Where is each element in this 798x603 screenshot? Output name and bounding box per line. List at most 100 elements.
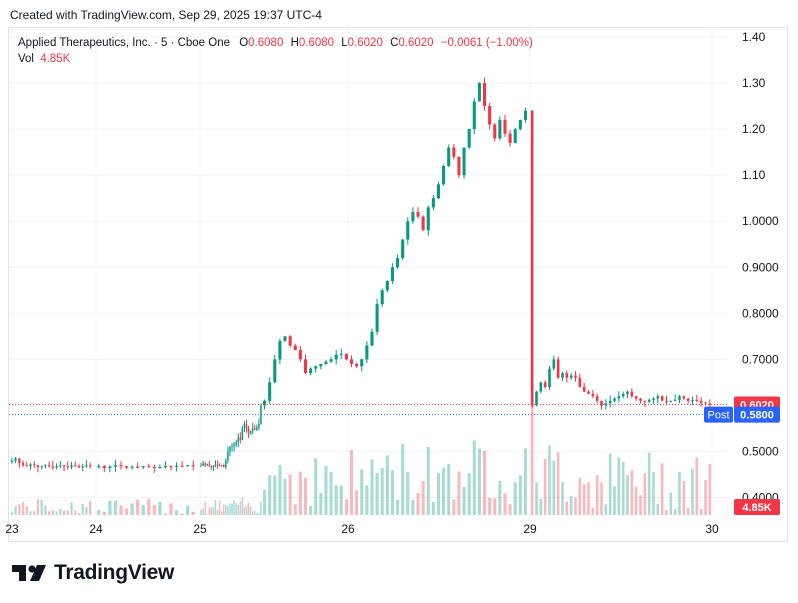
legend-high-label: H: [290, 37, 299, 49]
volume-bar: [660, 463, 664, 515]
volume-bar: [652, 472, 655, 515]
volume-bar: [119, 505, 123, 515]
created-with-text: Created with TradingView.com, Sep 29, 20…: [10, 8, 322, 22]
candle-body: [225, 460, 227, 468]
candle-body: [447, 147, 451, 166]
volume-bar: [390, 470, 394, 515]
candle-body: [55, 466, 58, 468]
volume-bar: [665, 509, 668, 515]
chart-frame[interactable]: [8, 27, 788, 542]
volume-bar: [245, 505, 248, 515]
volume-bar: [442, 467, 446, 515]
y-tick-label: 0.8000: [742, 306, 779, 320]
volume-bar: [235, 503, 237, 515]
legend-symbol: Applied Therapeutics, Inc. · 5 · Cboe On…: [18, 37, 231, 49]
chart-legend: Applied Therapeutics, Inc. · 5 · Cboe On…: [18, 35, 533, 67]
volume-bar: [630, 470, 634, 515]
candle-body: [229, 446, 231, 452]
legend-high-value: 0.6080: [298, 37, 335, 49]
candle-body: [634, 396, 638, 399]
volume-bar: [169, 503, 173, 515]
volume-bar: [233, 500, 235, 515]
candle-body: [375, 304, 379, 332]
candle-body: [74, 465, 77, 467]
volume-bar: [202, 508, 204, 515]
volume-bar: [208, 507, 211, 515]
candle-body: [699, 400, 703, 403]
volume-bar: [699, 508, 703, 515]
volume-bar: [51, 510, 54, 515]
post-tag: [704, 406, 733, 423]
volume-bar: [488, 497, 492, 515]
volume-bar: [401, 443, 405, 515]
candle-body: [141, 466, 145, 468]
candle-body: [604, 403, 608, 406]
volume-bar: [656, 503, 660, 515]
volume-bar: [74, 510, 77, 515]
volume-bar: [70, 502, 73, 515]
candle-body: [442, 165, 446, 185]
legend-open-value: 0.6080: [248, 37, 284, 49]
candle-body: [390, 267, 394, 282]
volume-bar: [669, 492, 673, 515]
volume-bar: [293, 504, 297, 515]
tradingview-logo-icon: [12, 565, 46, 581]
candle-body: [258, 423, 260, 428]
volume-bar: [191, 511, 195, 515]
volume-bar: [44, 505, 47, 515]
candle-body: [561, 373, 564, 378]
candle-body: [241, 428, 244, 440]
volume-bar: [204, 501, 206, 515]
candle-body: [124, 466, 129, 468]
candle-body: [639, 398, 642, 401]
legend-ohlc-row: Applied Therapeutics, Inc. · 5 · Cboe On…: [18, 35, 533, 51]
volume-bar: [229, 503, 231, 515]
candle-body: [81, 466, 84, 468]
x-tick-label: 30: [705, 522, 719, 536]
candle-body: [51, 466, 54, 468]
volume-bar: [10, 512, 13, 515]
candle-body: [62, 465, 66, 467]
candle-body: [223, 465, 225, 468]
volume-bar: [565, 501, 569, 515]
volume-bar: [163, 513, 168, 515]
volume-bar: [309, 506, 313, 515]
volume-bar: [365, 485, 369, 515]
volume-bar: [595, 475, 599, 515]
volume-bar: [124, 508, 129, 515]
candle-body: [482, 83, 487, 107]
volume-bar: [349, 450, 354, 515]
candle-body: [370, 331, 374, 346]
volume-bar: [587, 482, 590, 515]
candle-body: [245, 423, 248, 429]
candle-body: [411, 211, 415, 222]
volume-bar: [574, 497, 577, 515]
candle-body: [523, 110, 527, 120]
candle-body: [329, 359, 333, 362]
candle-body: [136, 466, 140, 468]
volume-bar: [548, 445, 551, 515]
candle-body: [493, 124, 497, 139]
volume-bar: [298, 471, 302, 515]
candle-body: [66, 466, 69, 468]
candle-body: [686, 398, 690, 401]
y-tick-label: 0.5000: [742, 444, 779, 458]
volume-bar: [180, 513, 184, 515]
candle-body: [431, 198, 435, 208]
candle-body: [691, 399, 694, 401]
y-tick-label: 1.10: [742, 168, 766, 182]
volume-bar: [467, 473, 471, 515]
volume-bar: [613, 486, 616, 515]
candle-body: [530, 110, 534, 406]
y-tick-label: 1.40: [742, 30, 766, 44]
volume-bar: [643, 473, 647, 515]
candle-body: [630, 391, 634, 397]
tradingview-logo[interactable]: TradingView: [12, 561, 174, 585]
candle-body: [569, 375, 573, 378]
candle-body: [621, 393, 625, 397]
volume-bar: [62, 510, 66, 515]
candle-body: [251, 428, 254, 431]
candle-body: [647, 399, 651, 402]
candle-body: [256, 427, 258, 430]
